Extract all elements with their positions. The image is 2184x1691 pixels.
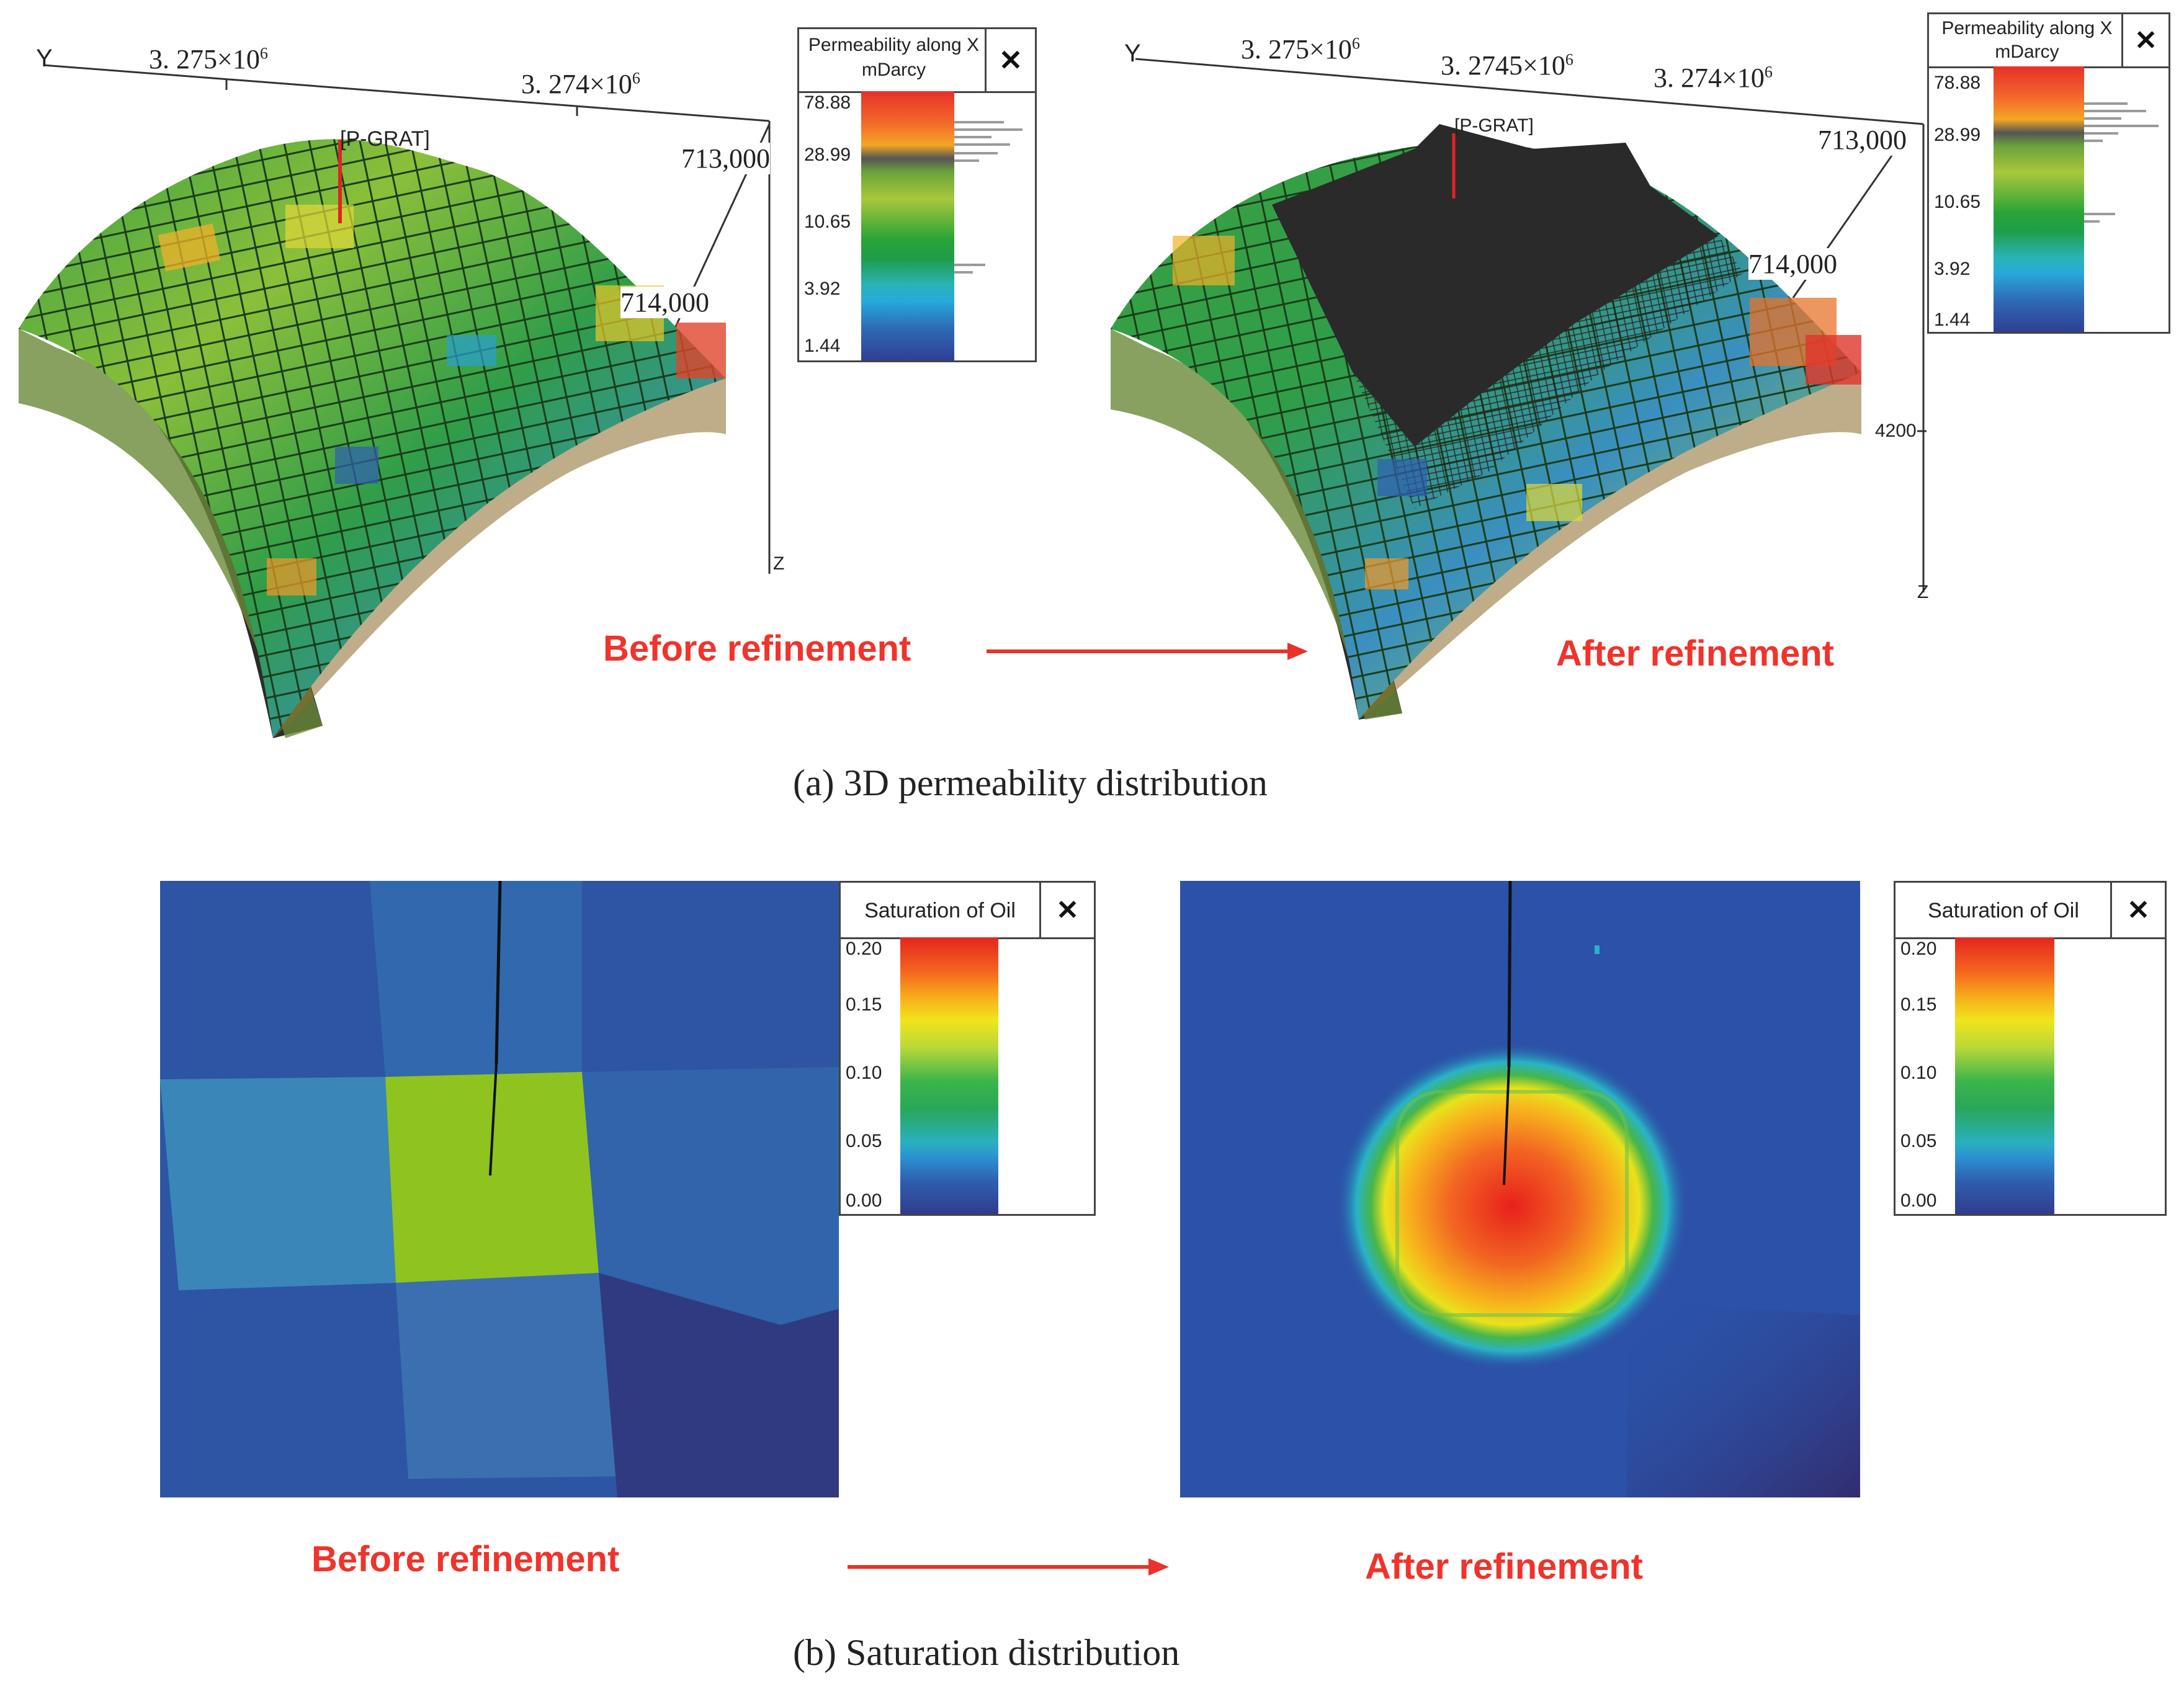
legend-title: Saturation of Oil xyxy=(1928,899,2079,922)
legend-tick: 0.15 xyxy=(846,994,882,1015)
after-refinement-label-a: After refinement xyxy=(1556,633,1834,674)
saturation-color-bar xyxy=(900,937,998,1214)
permeability-color-bar xyxy=(1994,66,2084,332)
legend-close-button[interactable]: ✕ xyxy=(1039,883,1094,937)
saturation-before-cells xyxy=(160,881,839,1497)
x-tick-714000: 714,000 xyxy=(620,287,709,318)
caption-a: (a) 3D permeability distribution xyxy=(793,762,1268,803)
legend-tick: 0.05 xyxy=(1900,1131,1937,1151)
legend-title: Permeability along X mDarcy xyxy=(808,35,980,80)
saturation-legend-before: Saturation of Oil ✕ 0.20 0.15 0.10 0.05 … xyxy=(839,881,1096,1216)
legend-close-button[interactable]: ✕ xyxy=(985,29,1035,91)
permeability-legend-before: Permeability along X mDarcy ✕ 78.88 28.9… xyxy=(797,27,1037,362)
legend-tick: 10.65 xyxy=(1934,192,1981,212)
perm-before-model xyxy=(19,64,771,738)
refinement-arrow-a xyxy=(987,643,1308,660)
perm-after-view: Y 3. 275×106 3. 2745×106 3. 274×106 713,… xyxy=(1092,0,2184,757)
x-tick-713000: 713,000 xyxy=(681,143,770,174)
well-label: [P-GRAT] xyxy=(340,127,430,151)
permeability-histogram xyxy=(2084,102,2159,223)
legend-tick: 0.00 xyxy=(1900,1190,1937,1211)
y-tick-1: 3. 275×106 xyxy=(1241,34,1360,65)
legend-tick: 78.88 xyxy=(1934,73,1981,93)
legend-tick: 0.15 xyxy=(1900,994,1937,1015)
legend-close-button[interactable]: ✕ xyxy=(2110,883,2165,937)
saturation-after-view xyxy=(1180,881,1860,1497)
permeability-color-bar xyxy=(861,91,954,360)
before-refinement-label-b: Before refinement xyxy=(311,1539,620,1579)
z-axis-label: Z xyxy=(1917,582,1929,602)
legend-tick: 28.99 xyxy=(804,145,851,165)
legend-title: Permeability along X mDarcy xyxy=(1941,18,2113,62)
y-tick-2: 3. 274×106 xyxy=(521,69,640,99)
legend-tick: 0.05 xyxy=(846,1131,882,1151)
saturation-before-view xyxy=(160,881,839,1497)
y-axis-label: Y xyxy=(36,45,53,72)
z-axis-label: Z xyxy=(773,553,785,574)
x-tick-714000: 714,000 xyxy=(1748,248,1837,280)
saturation-legend-after: Saturation of Oil ✕ 0.20 0.15 0.10 0.05 … xyxy=(1894,881,2167,1216)
legend-tick: 0.10 xyxy=(846,1063,882,1083)
after-refinement-label-b: After refinement xyxy=(1365,1546,1643,1587)
saturation-after-field xyxy=(1180,881,1860,1497)
y-tick-2: 3. 2745×106 xyxy=(1441,50,1573,81)
legend-tick: 78.88 xyxy=(804,92,851,113)
permeability-histogram xyxy=(954,121,1023,274)
caption-b: (b) Saturation distribution xyxy=(793,1632,1180,1673)
legend-tick: 3.92 xyxy=(804,279,841,299)
legend-tick: 0.20 xyxy=(1900,939,1937,959)
depth-tick-label: 4200 xyxy=(1875,421,1917,441)
permeability-legend-after: Permeability along X mDarcy ✕ 78.88 28.9… xyxy=(1927,12,2170,334)
legend-tick: 10.65 xyxy=(804,212,851,232)
well-label: [P-GRAT] xyxy=(1454,115,1534,136)
legend-title: Saturation of Oil xyxy=(864,899,1016,922)
perm-before-view: Y 3. 275×106 3. 274×106 713,000 714,000 … xyxy=(0,0,807,757)
legend-tick: 28.99 xyxy=(1934,125,1981,145)
legend-tick: 0.00 xyxy=(846,1190,882,1211)
y-tick-3: 3. 274×106 xyxy=(1654,63,1773,93)
refinement-arrow-b xyxy=(848,1558,1169,1576)
legend-tick: 3.92 xyxy=(1934,259,1971,279)
legend-tick: 0.20 xyxy=(846,939,882,959)
x-tick-713000: 713,000 xyxy=(1818,124,1907,156)
legend-close-button[interactable]: ✕ xyxy=(2121,14,2168,66)
legend-tick: 1.44 xyxy=(804,336,841,356)
legend-tick: 1.44 xyxy=(1934,310,1971,330)
saturation-color-bar xyxy=(1955,937,2054,1214)
y-axis-label: Y xyxy=(1124,40,1141,67)
y-tick-1: 3. 275×106 xyxy=(149,44,268,74)
before-refinement-label-a: Before refinement xyxy=(603,628,911,669)
legend-tick: 0.10 xyxy=(1900,1063,1937,1083)
perm-after-model xyxy=(1111,58,1927,720)
